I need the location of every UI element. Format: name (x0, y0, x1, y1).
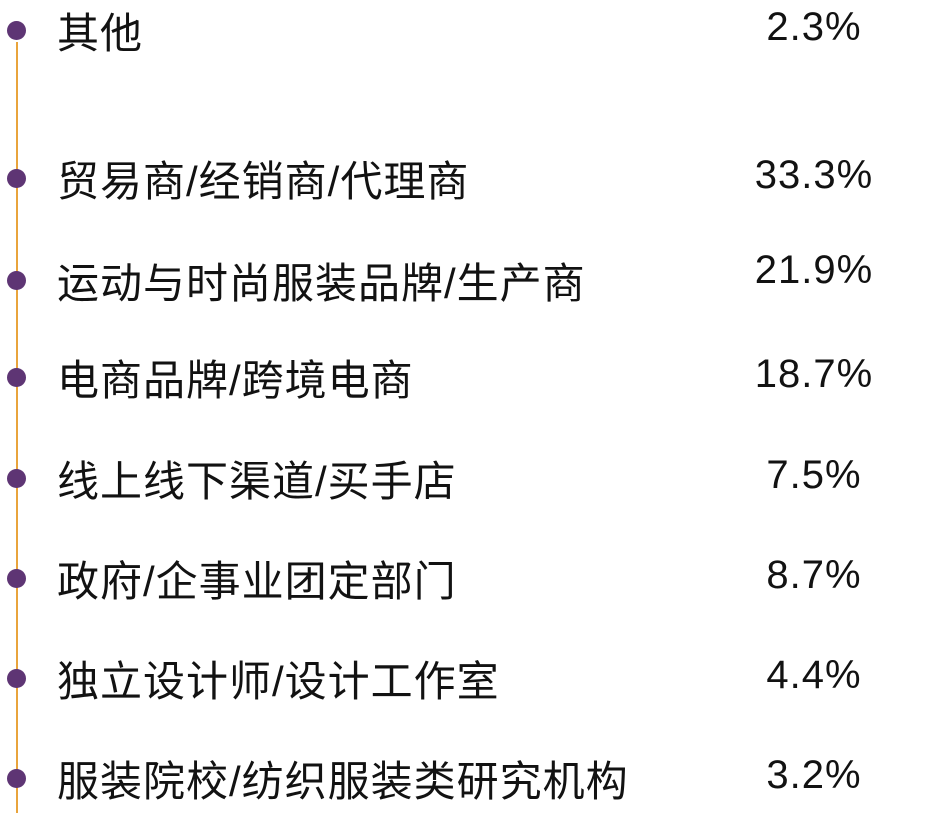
bullet-icon (7, 367, 26, 387)
percentage-value: 21.9% (754, 247, 874, 292)
timeline-line (16, 42, 18, 813)
list-item: 独立设计师/设计工作室 4.4% (0, 648, 930, 708)
list-item: 贸易商/经销商/代理商 33.3% (0, 148, 930, 208)
list-item: 其他 2.3% (0, 0, 930, 60)
percentage-value: 18.7% (754, 351, 874, 396)
list-item: 政府/企事业团定部门 8.7% (0, 548, 930, 608)
bullet-icon (7, 568, 26, 588)
category-label: 服装院校/纺织服装类研究机构 (57, 757, 629, 805)
list-item: 服装院校/纺织服装类研究机构 3.2% (0, 748, 930, 808)
bullet-icon (7, 20, 26, 40)
bullet-icon (7, 270, 26, 290)
list-item: 运动与时尚服装品牌/生产商 21.9% (0, 247, 930, 310)
category-label: 线上线下渠道/买手店 (57, 457, 457, 505)
category-label: 电商品牌/跨境电商 (57, 356, 414, 404)
bullet-icon (7, 768, 26, 788)
list-item: 电商品牌/跨境电商 18.7% (0, 347, 930, 407)
category-label: 其他 (57, 9, 144, 57)
bullet-icon (7, 668, 26, 688)
percentage-value: 3.2% (766, 752, 862, 797)
category-label: 政府/企事业团定部门 (57, 557, 457, 605)
category-label: 运动与时尚服装品牌/生产商 (57, 259, 586, 307)
percentage-value: 2.3% (766, 4, 862, 49)
list-item: 线上线下渠道/买手店 7.5% (0, 448, 930, 508)
percentage-value: 4.4% (766, 652, 862, 697)
bullet-icon (7, 468, 26, 488)
category-label: 贸易商/经销商/代理商 (57, 157, 470, 205)
percentage-value: 33.3% (754, 152, 874, 197)
percentage-value: 8.7% (766, 552, 862, 597)
category-label: 独立设计师/设计工作室 (57, 657, 500, 705)
percentage-value: 7.5% (766, 452, 862, 497)
bullet-icon (7, 168, 26, 188)
